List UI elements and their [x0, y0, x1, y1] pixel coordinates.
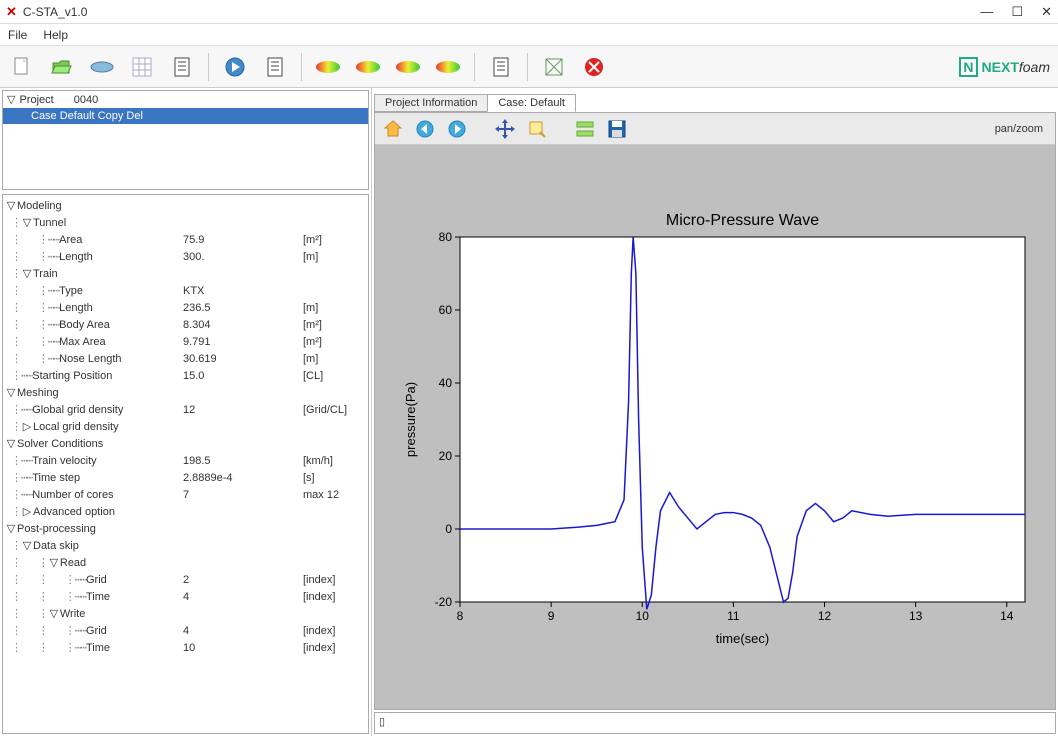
doc-icon[interactable]: [168, 53, 196, 81]
tree-leaf[interactable]: ⋮ ⋮⋯⋯ Length236.5[m]: [3, 299, 368, 316]
maximize-button[interactable]: ☐: [1011, 4, 1023, 20]
tree-section[interactable]: ▽ Meshing: [3, 384, 368, 401]
minimize-button[interactable]: —: [980, 4, 993, 20]
back-icon[interactable]: [413, 117, 437, 141]
gradient1-icon[interactable]: [314, 53, 342, 81]
svg-text:12: 12: [818, 609, 832, 623]
resize-icon[interactable]: [540, 53, 568, 81]
tab-project-info[interactable]: Project Information: [374, 94, 488, 112]
tree-leaf[interactable]: ⋮ ⋮⋯⋯ Nose Length30.619[m]: [3, 350, 368, 367]
tree-section[interactable]: ▽ Post-processing: [3, 520, 368, 537]
tree-leaf[interactable]: ⋮ ⋮⋯⋯ TypeKTX: [3, 282, 368, 299]
plot-mode-label: pan/zoom: [995, 123, 1049, 135]
menu-help[interactable]: Help: [43, 28, 68, 42]
home-icon[interactable]: [381, 117, 405, 141]
tree-sub[interactable]: ⋮ ▽ Data skip: [3, 537, 368, 554]
tree-leaf[interactable]: ⋮ ▷ Advanced option: [3, 503, 368, 520]
main-toolbar: N NEXTfoam: [0, 46, 1058, 88]
menubar: File Help: [0, 24, 1058, 46]
svg-text:-20: -20: [435, 595, 453, 609]
project-id: 0040: [74, 94, 98, 106]
doc3-icon[interactable]: [487, 53, 515, 81]
app-icon: ✕: [6, 4, 17, 20]
tree-sub[interactable]: ⋮ ▽ Tunnel: [3, 214, 368, 231]
gradient3-icon[interactable]: [394, 53, 422, 81]
svg-text:time(sec): time(sec): [716, 631, 769, 646]
svg-text:9: 9: [548, 609, 555, 623]
tree-leaf[interactable]: ⋮ ⋮⋯⋯ Area75.9[m²]: [3, 231, 368, 248]
doc2-icon[interactable]: [261, 53, 289, 81]
svg-text:20: 20: [439, 449, 453, 463]
menu-file[interactable]: File: [8, 28, 27, 42]
tree-leaf[interactable]: ⋮ ▷ Local grid density: [3, 418, 368, 435]
pan-icon[interactable]: [493, 117, 517, 141]
chart-svg: 8 9 10 11 12 13 14 -20 0 20 40 60 80 Micro-Pressure W…: [390, 197, 1040, 657]
save-icon[interactable]: [605, 117, 629, 141]
gradient4-icon[interactable]: [434, 53, 462, 81]
window-title: C-STA_v1.0: [23, 5, 981, 19]
svg-text:11: 11: [727, 609, 740, 623]
tree-leaf[interactable]: ⋮ ⋮⋯⋯ Body Area8.304[m²]: [3, 316, 368, 333]
svg-text:80: 80: [439, 230, 453, 244]
tree-sub[interactable]: ⋮ ⋮ ▽ Write: [3, 605, 368, 622]
svg-text:Micro-Pressure Wave: Micro-Pressure Wave: [666, 212, 819, 229]
tree-leaf[interactable]: ⋮⋯⋯ Starting Position15.0[CL]: [3, 367, 368, 384]
open-icon[interactable]: [48, 53, 76, 81]
mesh-icon[interactable]: [88, 53, 116, 81]
tree-sub[interactable]: ⋮ ⋮ ▽ Read: [3, 554, 368, 571]
tabs: Project Information Case: Default: [374, 90, 1056, 112]
project-label: Project: [19, 94, 53, 106]
project-panel[interactable]: ▽ Project 0040 Case Default Copy Del: [2, 90, 369, 190]
tree-leaf[interactable]: ⋮ ⋮ ⋮⋯⋯ Grid2[index]: [3, 571, 368, 588]
play-icon[interactable]: [221, 53, 249, 81]
console-input[interactable]: ▯: [374, 712, 1056, 734]
close-button[interactable]: ✕: [1041, 4, 1052, 20]
right-pane: Project Information Case: Default pan/zo…: [374, 90, 1056, 734]
tree-leaf[interactable]: ⋮⋯⋯ Time step2.8889e-4[s]: [3, 469, 368, 486]
svg-text:60: 60: [439, 303, 453, 317]
svg-text:pressure(Pa): pressure(Pa): [403, 382, 418, 457]
forward-icon[interactable]: [445, 117, 469, 141]
tree-leaf[interactable]: ⋮⋯⋯ Global grid density12[Grid/CL]: [3, 401, 368, 418]
left-pane: ▽ Project 0040 Case Default Copy Del ▽ M…: [0, 88, 372, 736]
tree-leaf[interactable]: ⋮ ⋮ ⋮⋯⋯ Grid4[index]: [3, 622, 368, 639]
svg-text:10: 10: [636, 609, 650, 623]
plot-panel: pan/zoom 8 9 10 11 12 13 14 -20 0 20 40 60 80 Micro-P…: [374, 112, 1056, 710]
titlebar: ✕ C-STA_v1.0 — ☐ ✕: [0, 0, 1058, 24]
tree-leaf[interactable]: ⋮ ⋮⋯⋯ Max Area9.791[m²]: [3, 333, 368, 350]
svg-text:8: 8: [457, 609, 464, 623]
zoom-icon[interactable]: [525, 117, 549, 141]
logo: N NEXTfoam: [959, 57, 1050, 77]
new-icon[interactable]: [8, 53, 36, 81]
case-row[interactable]: Case Default Copy Del: [3, 108, 368, 124]
tree-section[interactable]: ▽ Solver Conditions: [3, 435, 368, 452]
property-tree[interactable]: ▽ Modeling⋮ ▽ Tunnel⋮ ⋮⋯⋯ Area75.9[m²]⋮ …: [2, 194, 369, 734]
grid-icon[interactable]: [128, 53, 156, 81]
tree-leaf[interactable]: ⋮ ⋮⋯⋯ Length300.[m]: [3, 248, 368, 265]
stop-icon[interactable]: [580, 53, 608, 81]
plot-canvas[interactable]: 8 9 10 11 12 13 14 -20 0 20 40 60 80 Micro-Pressure W…: [375, 145, 1055, 709]
project-expand-icon[interactable]: ▽: [7, 93, 15, 106]
tree-sub[interactable]: ⋮ ▽ Train: [3, 265, 368, 282]
tree-leaf[interactable]: ⋮ ⋮ ⋮⋯⋯ Time4[index]: [3, 588, 368, 605]
gradient2-icon[interactable]: [354, 53, 382, 81]
svg-text:0: 0: [445, 522, 452, 536]
config-icon[interactable]: [573, 117, 597, 141]
tree-leaf[interactable]: ⋮ ⋮ ⋮⋯⋯ Time10[index]: [3, 639, 368, 656]
tab-case-default[interactable]: Case: Default: [487, 94, 576, 112]
tree-leaf[interactable]: ⋮⋯⋯ Number of cores7max 12: [3, 486, 368, 503]
svg-text:13: 13: [909, 609, 923, 623]
tree-section[interactable]: ▽ Modeling: [3, 197, 368, 214]
tree-leaf[interactable]: ⋮⋯⋯ Train velocity198.5[km/h]: [3, 452, 368, 469]
svg-text:40: 40: [439, 376, 453, 390]
plot-toolbar: pan/zoom: [375, 113, 1055, 145]
svg-text:14: 14: [1000, 609, 1014, 623]
